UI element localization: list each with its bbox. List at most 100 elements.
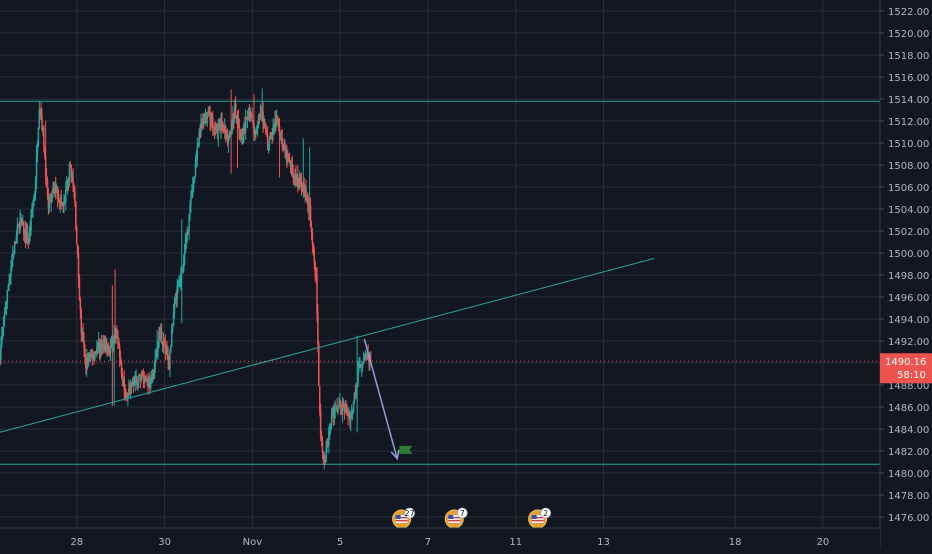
candle-230 <box>209 105 211 131</box>
candle-244 <box>222 121 224 134</box>
candle-286 <box>260 106 263 121</box>
candle-357 <box>325 440 327 463</box>
candle-148 <box>134 371 136 392</box>
candle-55 <box>49 192 51 204</box>
event-marker-2[interactable]: 2 <box>528 507 552 529</box>
y-tick-label-15: 1506.00 <box>888 183 929 194</box>
candle-125 <box>113 324 115 406</box>
candle-85 <box>76 244 79 258</box>
candle-98 <box>88 352 91 362</box>
candle-141 <box>128 379 130 398</box>
candle-328 <box>298 170 301 190</box>
flag-icon[interactable] <box>399 445 413 454</box>
candle-102 <box>92 351 94 362</box>
candle-318 <box>289 159 292 174</box>
candle-280 <box>255 129 257 140</box>
candle-162 <box>147 372 149 395</box>
candle-109 <box>98 338 101 361</box>
candle-104 <box>94 351 96 361</box>
y-tick-label-12: 1500.00 <box>888 249 929 260</box>
candle-3 <box>1 326 4 340</box>
candle-304 <box>276 115 279 123</box>
candle-70 <box>63 193 65 214</box>
candle-17 <box>14 241 17 245</box>
x-tick-label-8: 20 <box>817 537 830 548</box>
candle-324 <box>295 165 297 186</box>
candle-78 <box>70 164 73 184</box>
candle-34 <box>30 208 32 236</box>
candle-233 <box>212 110 214 137</box>
y-tick-label-3: 1482.00 <box>888 447 929 458</box>
candle-356 <box>324 455 326 466</box>
candle-259 <box>235 115 238 125</box>
candle-82 <box>74 186 76 207</box>
candle-91 <box>82 323 84 344</box>
candle-18 <box>15 230 18 244</box>
candle-145 <box>131 377 134 387</box>
candle-229 <box>208 106 210 116</box>
y-tick-label-21: 1518.00 <box>888 51 929 62</box>
candle-362 <box>329 423 332 435</box>
candle-270 <box>245 116 248 120</box>
x-tick-label-6: 13 <box>597 537 610 548</box>
candle-26 <box>23 221 25 241</box>
candle-38 <box>33 190 36 201</box>
candle-364 <box>331 407 334 417</box>
candle-5 <box>3 307 6 327</box>
candle-64 <box>57 189 60 203</box>
candle-294 <box>267 143 270 154</box>
x-tick-label-1: 30 <box>158 537 171 548</box>
candle-326 <box>297 165 299 193</box>
forecast-arrow[interactable] <box>363 338 398 459</box>
candle-46 <box>41 108 43 132</box>
candle-193 <box>175 290 178 308</box>
candle-59 <box>53 182 55 194</box>
candle-10 <box>8 273 10 292</box>
forecast-arrow-head <box>390 449 400 461</box>
candle-256 <box>233 112 235 129</box>
candle-151 <box>137 382 139 391</box>
candle-30 <box>26 223 29 245</box>
candle-106 <box>96 340 98 358</box>
candle-251 <box>228 130 231 141</box>
candle-210 <box>191 183 193 199</box>
x-tick-label-7: 18 <box>729 537 742 548</box>
candle-54 <box>48 194 51 213</box>
candle-214 <box>194 154 197 178</box>
candle-321 <box>292 164 294 185</box>
candle-206 <box>187 228 189 235</box>
candle-360 <box>328 426 330 454</box>
candle-183 <box>166 341 168 360</box>
candle-87 <box>78 274 81 302</box>
candle-314 <box>286 144 288 169</box>
event-marker-1[interactable]: 7 <box>444 507 468 529</box>
candle-337 <box>307 192 309 213</box>
candle-247 <box>224 124 227 142</box>
candle-51 <box>45 167 48 189</box>
candle-200 <box>181 265 184 273</box>
drawings <box>0 258 655 461</box>
candle-352 <box>320 430 323 447</box>
candle-158 <box>143 371 146 389</box>
y-tick-label-23: 1522.00 <box>888 7 929 18</box>
candle-235 <box>213 122 216 140</box>
trend-line[interactable] <box>0 258 655 433</box>
candle-45 <box>40 102 42 121</box>
candle-176 <box>160 323 162 343</box>
candle-292 <box>265 128 268 138</box>
current-price-label: 1490.16 <box>885 357 926 368</box>
candle-274 <box>249 106 252 123</box>
candle-293 <box>266 126 269 151</box>
candle-140 <box>127 391 129 407</box>
candle-6 <box>4 301 7 315</box>
candle-221 <box>201 117 203 129</box>
candle-86 <box>77 246 80 289</box>
candle-122 <box>110 335 113 349</box>
candle-267 <box>243 122 245 143</box>
candle-159 <box>144 375 146 384</box>
candle-241 <box>219 117 221 134</box>
candle-196 <box>178 275 180 288</box>
economic-events[interactable]: 27 7 2 <box>392 507 552 529</box>
